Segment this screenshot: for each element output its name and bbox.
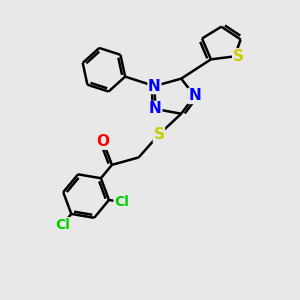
Text: N: N bbox=[188, 88, 201, 104]
Text: N: N bbox=[149, 101, 162, 116]
Text: Cl: Cl bbox=[55, 218, 70, 232]
Text: O: O bbox=[97, 134, 110, 149]
Text: S: S bbox=[153, 127, 164, 142]
Text: N: N bbox=[148, 79, 161, 94]
Text: Cl: Cl bbox=[114, 195, 129, 209]
Text: S: S bbox=[233, 49, 244, 64]
